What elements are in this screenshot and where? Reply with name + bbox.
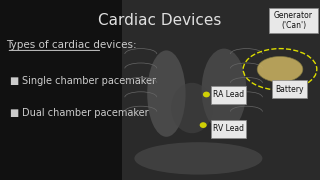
Text: RV Lead: RV Lead — [213, 124, 244, 133]
FancyBboxPatch shape — [269, 8, 318, 33]
FancyBboxPatch shape — [122, 0, 320, 180]
Text: Generator
('Can'): Generator ('Can') — [274, 11, 313, 30]
Ellipse shape — [200, 122, 207, 128]
Circle shape — [257, 57, 303, 82]
FancyBboxPatch shape — [211, 86, 246, 104]
Text: ■: ■ — [10, 108, 19, 118]
Text: Battery: Battery — [275, 85, 304, 94]
Ellipse shape — [203, 92, 210, 97]
Text: ■: ■ — [10, 76, 19, 86]
Text: Single chamber pacemaker: Single chamber pacemaker — [22, 76, 156, 86]
Ellipse shape — [134, 142, 262, 175]
Text: Dual chamber pacemaker: Dual chamber pacemaker — [22, 108, 149, 118]
Ellipse shape — [202, 49, 246, 131]
Text: Types of cardiac devices:: Types of cardiac devices: — [6, 40, 137, 50]
Ellipse shape — [171, 83, 213, 133]
Text: RA Lead: RA Lead — [213, 90, 244, 99]
Text: Cardiac Devices: Cardiac Devices — [98, 13, 222, 28]
FancyBboxPatch shape — [272, 80, 307, 98]
Ellipse shape — [147, 50, 186, 137]
FancyBboxPatch shape — [211, 120, 246, 138]
